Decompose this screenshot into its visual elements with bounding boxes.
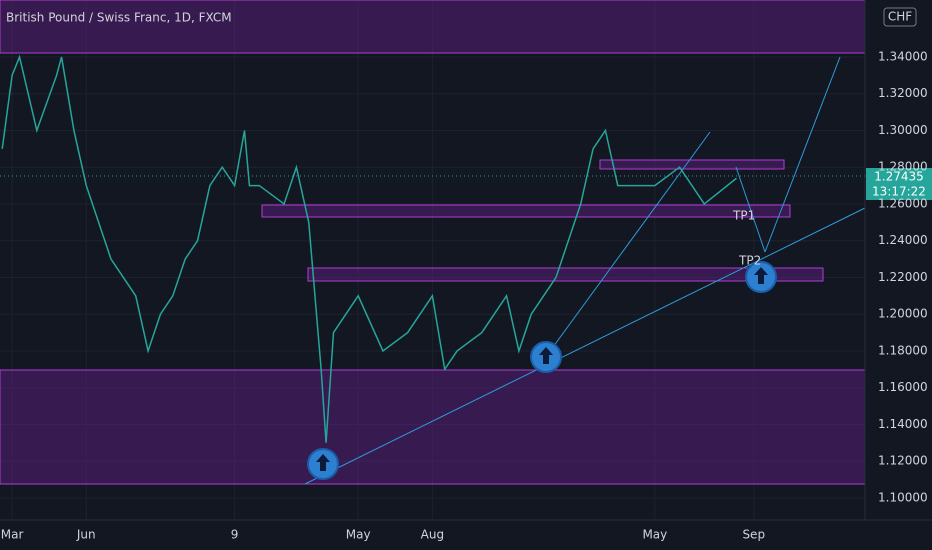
arrow-icons (307, 261, 777, 480)
y-tick-label: 1.20000 (878, 307, 928, 321)
annotation: TP2 (738, 254, 761, 268)
y-tick-label: 1.32000 (878, 86, 928, 100)
x-tick-label: 9 (231, 528, 239, 542)
x-tick-label: Aug (421, 528, 444, 542)
y-tick-label: 1.24000 (878, 233, 928, 247)
annotation: TP1 (732, 209, 755, 223)
price-line-series (1, 54, 737, 443)
y-tick-label: 1.26000 (878, 196, 928, 210)
y-tick-label: 1.10000 (878, 490, 928, 504)
zone (599, 159, 785, 170)
price-tag (866, 168, 932, 200)
y-tick-label: 1.12000 (878, 454, 928, 468)
y-tick-label: 1.16000 (878, 380, 928, 394)
trend-lines (304, 56, 866, 485)
zone (261, 204, 791, 218)
y-tick-label: 1.34000 (878, 49, 928, 63)
y-tick-label: 1.18000 (878, 343, 928, 357)
x-tick-label: Jun (76, 528, 96, 542)
x-tick-label: Sep (742, 528, 765, 542)
x-tick-label: May (346, 528, 371, 542)
y-tick-label: 1.30000 (878, 123, 928, 137)
y-tick-label: 1.14000 (878, 417, 928, 431)
y-tick-label: 1.22000 (878, 270, 928, 284)
x-tick-label: May (642, 528, 667, 542)
x-tick-label: Mar (1, 528, 24, 542)
zone (307, 267, 824, 282)
currency: CHF (888, 10, 912, 24)
chart-title: British Pound / Swiss Franc, 1D, FXCM (6, 11, 232, 25)
price-label: 1.27435 (874, 170, 924, 184)
zone (0, 369, 866, 485)
zone (0, 0, 866, 54)
grid (0, 0, 865, 520)
y-tick-label: 1.28000 (878, 160, 928, 174)
countdown: 13:17:22 (872, 185, 926, 199)
currency-box[interactable] (883, 7, 917, 27)
price-series (1, 54, 737, 443)
